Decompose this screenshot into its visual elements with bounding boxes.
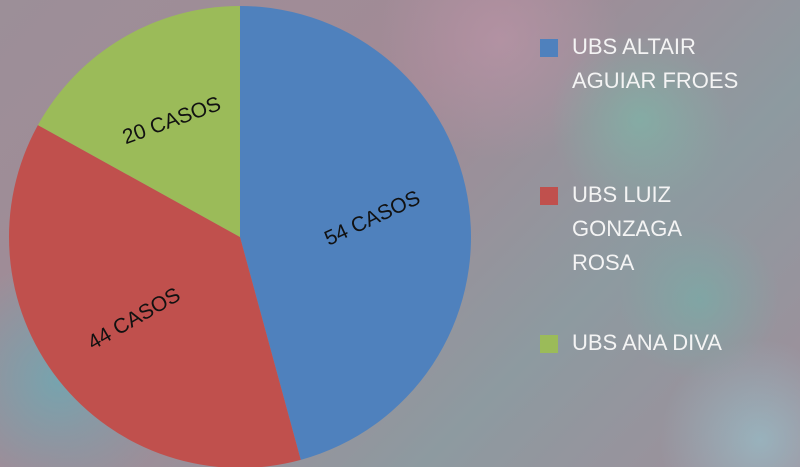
legend-item: UBS ALTAIR AGUIAR FROES bbox=[540, 30, 740, 98]
pie-slice bbox=[9, 125, 301, 467]
legend-swatch bbox=[540, 335, 558, 353]
pie-slice bbox=[37, 6, 241, 237]
legend-label: UBS ALTAIR AGUIAR FROES bbox=[572, 34, 739, 93]
pie-slice bbox=[240, 6, 472, 460]
legend-swatch bbox=[540, 187, 558, 205]
legend-item: UBS ANA DIVA bbox=[540, 326, 740, 360]
legend-label: UBS LUIZ GONZAGA ROSA bbox=[572, 182, 681, 275]
legend-label: UBS ANA DIVA bbox=[572, 330, 722, 355]
legend-swatch bbox=[540, 39, 558, 57]
legend-item: UBS LUIZ GONZAGA ROSA bbox=[540, 178, 740, 280]
